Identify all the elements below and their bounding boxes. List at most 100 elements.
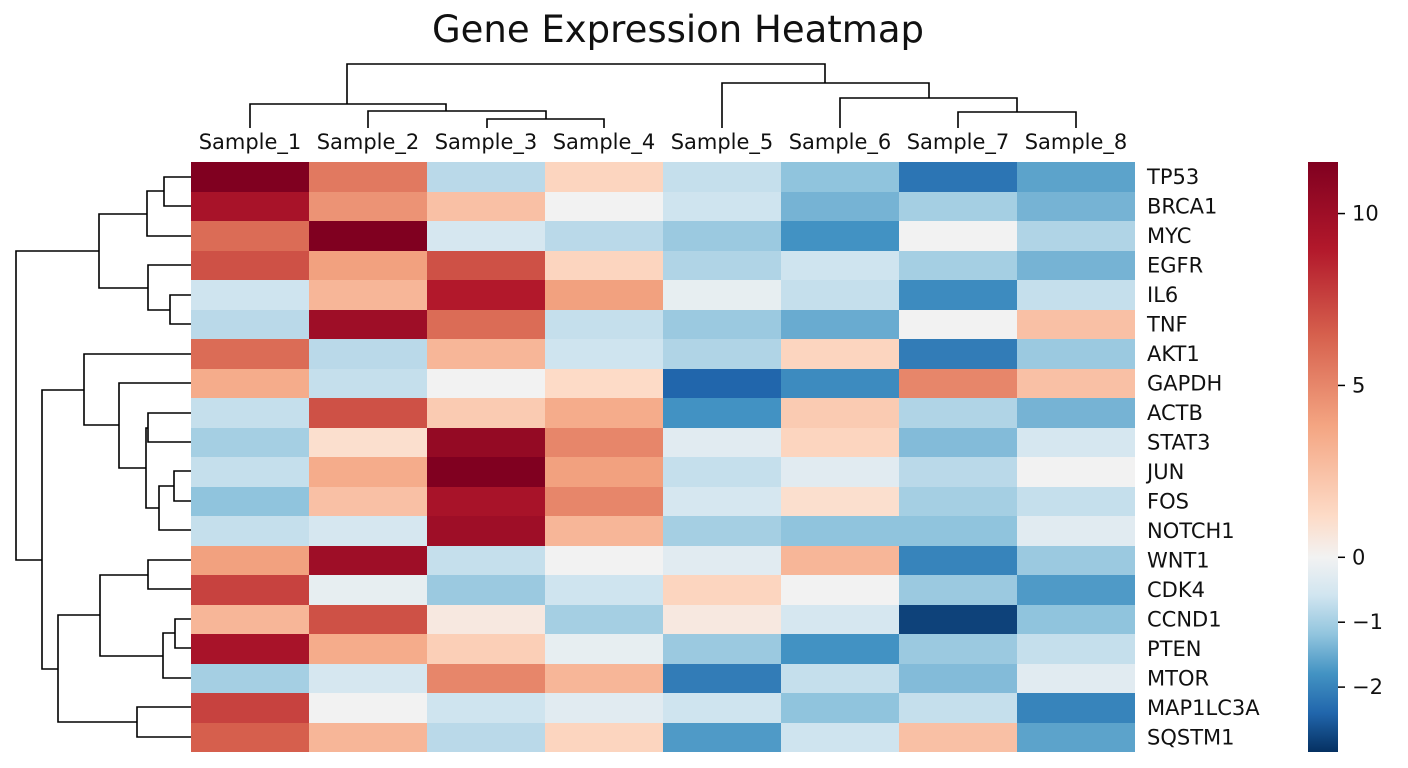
row-labels: TP53 BRCA1 MYC EGFR IL6 TNF AKT1 GAPDH ACTB STAT3… xyxy=(1145,165,1260,750)
heatmap-cell-mtor-sample-6 xyxy=(781,664,899,693)
heatmap-cell-notch1-sample-2 xyxy=(309,516,427,546)
heatmap-cell-jun-sample-7 xyxy=(899,457,1017,487)
heatmap-cell-il6-sample-5 xyxy=(663,280,781,310)
heatmap-cell-map1lc3a-sample-6 xyxy=(781,693,899,723)
row-label-wnt1: WNT1 xyxy=(1147,548,1210,572)
heatmap-cell-il6-sample-4 xyxy=(545,280,663,310)
heatmap-cell-egfr-sample-8 xyxy=(1017,251,1135,280)
heatmap-cell-sqstm1-sample-1 xyxy=(191,723,309,752)
column-dendrogram xyxy=(249,63,1077,128)
column-label-sample-6: Sample_6 xyxy=(789,130,892,155)
heatmap-cell-pten-sample-5 xyxy=(663,634,781,664)
row-dendrogram-branch xyxy=(147,559,191,590)
row-label-gapdh: GAPDH xyxy=(1147,371,1222,395)
heatmap-cell-jun-sample-1 xyxy=(191,457,309,487)
row-label-actb: ACTB xyxy=(1147,401,1203,425)
heatmap-cell-fos-sample-7 xyxy=(899,487,1017,516)
heatmap-cell-ccnd1-sample-4 xyxy=(545,605,663,634)
heatmap-cell-ccnd1-sample-7 xyxy=(899,605,1017,634)
heatmap-cell-fos-sample-1 xyxy=(191,487,309,516)
heatmap-cell-tp53-sample-4 xyxy=(545,162,663,192)
heatmap-cell-jun-sample-3 xyxy=(427,457,545,487)
heatmap-cell-pten-sample-2 xyxy=(309,634,427,664)
heatmap-cell-pten-sample-7 xyxy=(899,634,1017,664)
row-label-pten: PTEN xyxy=(1147,637,1201,661)
heatmap-cell-sqstm1-sample-3 xyxy=(427,723,545,752)
heatmap-cell-tp53-sample-7 xyxy=(899,162,1017,192)
row-label-notch1: NOTCH1 xyxy=(1147,519,1235,543)
column-label-sample-8: Sample_8 xyxy=(1025,130,1128,155)
heatmap-cell-brca1-sample-3 xyxy=(427,192,545,221)
column-dendrogram-branch xyxy=(957,111,1077,128)
heatmap-cell-cdk4-sample-8 xyxy=(1017,575,1135,605)
row-dendrogram-branch xyxy=(136,706,191,738)
heatmap-cell-gapdh-sample-1 xyxy=(191,369,309,398)
heatmap-cell-map1lc3a-sample-8 xyxy=(1017,693,1135,723)
heatmap-cell-wnt1-sample-8 xyxy=(1017,546,1135,575)
row-label-myc: MYC xyxy=(1147,224,1191,248)
heatmap-cell-jun-sample-2 xyxy=(309,457,427,487)
column-dendrogram-branch xyxy=(839,97,1018,128)
heatmap-cell-egfr-sample-6 xyxy=(781,251,899,280)
heatmap-cell-myc-sample-5 xyxy=(663,221,781,251)
heatmap-cell-sqstm1-sample-5 xyxy=(663,723,781,752)
colorbar-tick-label: 0 xyxy=(1352,545,1365,569)
heatmap-cell-pten-sample-6 xyxy=(781,634,899,664)
heatmap-cell-egfr-sample-4 xyxy=(545,251,663,280)
heatmap-cell-fos-sample-2 xyxy=(309,487,427,516)
heatmap-cell-il6-sample-6 xyxy=(781,280,899,310)
heatmap-cell-mtor-sample-3 xyxy=(427,664,545,693)
heatmap-cell-pten-sample-1 xyxy=(191,634,309,664)
heatmap-cell-sqstm1-sample-4 xyxy=(545,723,663,752)
heatmap-cell-cdk4-sample-7 xyxy=(899,575,1017,605)
heatmap-cell-stat3-sample-3 xyxy=(427,428,545,457)
row-label-map1lc3a: MAP1LC3A xyxy=(1147,696,1260,720)
heatmap-cell-il6-sample-1 xyxy=(191,280,309,310)
row-dendrogram-branch xyxy=(98,213,148,289)
row-dendrogram-branch xyxy=(174,618,191,649)
row-dendrogram-branch xyxy=(118,382,191,469)
heatmap-cell-egfr-sample-7 xyxy=(899,251,1017,280)
heatmap-cell-gapdh-sample-4 xyxy=(545,369,663,398)
column-label-sample-2: Sample_2 xyxy=(317,130,420,155)
heatmap-cell-gapdh-sample-8 xyxy=(1017,369,1135,398)
heatmap-cell-gapdh-sample-2 xyxy=(309,369,427,398)
heatmap-cell-cdk4-sample-6 xyxy=(781,575,899,605)
row-label-il6: IL6 xyxy=(1147,283,1178,307)
heatmap-cell-ccnd1-sample-5 xyxy=(663,605,781,634)
heatmap-cell-map1lc3a-sample-7 xyxy=(899,693,1017,723)
row-label-stat3: STAT3 xyxy=(1147,430,1210,454)
heatmap-cell-actb-sample-4 xyxy=(545,398,663,428)
heatmap-cell-tnf-sample-5 xyxy=(663,310,781,339)
heatmap-cell-brca1-sample-7 xyxy=(899,192,1017,221)
heatmap-cell-tnf-sample-3 xyxy=(427,310,545,339)
heatmap-cell-tp53-sample-6 xyxy=(781,162,899,192)
column-label-sample-1: Sample_1 xyxy=(199,130,302,155)
heatmap-cell-myc-sample-3 xyxy=(427,221,545,251)
heatmap-cell-actb-sample-8 xyxy=(1017,398,1135,428)
heatmap-cell-gapdh-sample-6 xyxy=(781,369,899,398)
heatmap-cell-notch1-sample-7 xyxy=(899,516,1017,546)
heatmap-cell-brca1-sample-2 xyxy=(309,192,427,221)
heatmap-cell-ccnd1-sample-2 xyxy=(309,605,427,634)
column-dendrogram-branch xyxy=(367,110,547,128)
heatmap-cell-stat3-sample-1 xyxy=(191,428,309,457)
heatmap-cell-wnt1-sample-2 xyxy=(309,546,427,575)
heatmap-cell-egfr-sample-5 xyxy=(663,251,781,280)
column-dendrogram-branch xyxy=(486,118,605,128)
heatmap-cell-jun-sample-8 xyxy=(1017,457,1135,487)
heatmap-cell-tp53-sample-3 xyxy=(427,162,545,192)
colorbar-ticks: 10 5 0 −1 −2 xyxy=(1338,202,1383,699)
heatmap-cell-myc-sample-6 xyxy=(781,221,899,251)
heatmap-cell-myc-sample-4 xyxy=(545,221,663,251)
heatmap-cells xyxy=(191,162,1135,752)
row-dendrogram-branch xyxy=(41,389,84,670)
row-label-brca1: BRCA1 xyxy=(1147,194,1217,218)
column-labels: Sample_1 Sample_2 Sample_3 Sample_4 Sample_5… xyxy=(199,130,1128,155)
heatmap-cell-mtor-sample-8 xyxy=(1017,664,1135,693)
colorbar xyxy=(1308,162,1338,752)
heatmap-cell-wnt1-sample-1 xyxy=(191,546,309,575)
heatmap-cell-cdk4-sample-1 xyxy=(191,575,309,605)
colorbar-tick-label: 5 xyxy=(1352,373,1365,397)
